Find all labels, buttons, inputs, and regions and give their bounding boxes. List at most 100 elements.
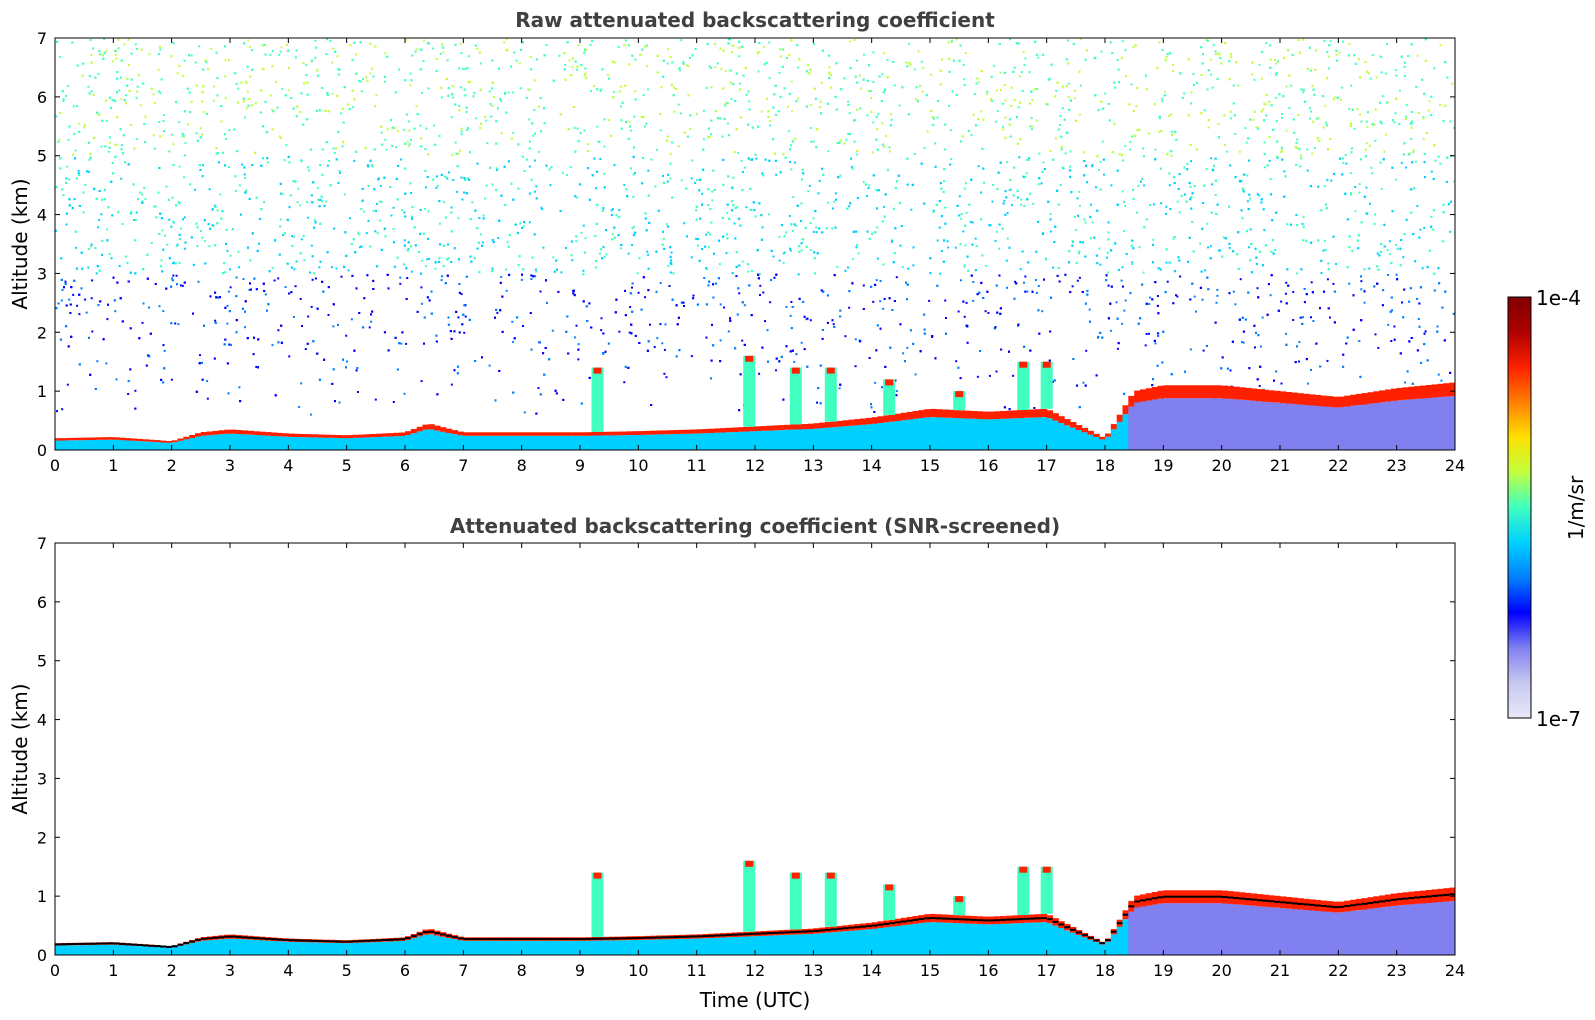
noise-pixel — [582, 224, 585, 227]
noise-pixel — [271, 50, 274, 52]
noise-pixel — [1099, 263, 1102, 266]
noise-pixel — [1323, 239, 1326, 242]
noise-pixel — [293, 268, 296, 271]
noise-pixel — [743, 304, 746, 307]
noise-pixel — [511, 320, 514, 323]
noise-pixel — [666, 180, 669, 183]
noise-pixel — [298, 405, 301, 408]
noise-pixel — [1178, 211, 1181, 214]
noise-pixel — [92, 94, 95, 96]
noise-pixel — [160, 259, 163, 262]
noise-pixel — [283, 159, 286, 162]
noise-pixel — [1395, 97, 1398, 100]
noise-pixel — [921, 90, 924, 93]
noise-pixel — [1238, 150, 1241, 153]
noise-pixel — [119, 76, 122, 79]
noise-pixel — [435, 186, 438, 189]
noise-pixel — [195, 132, 198, 135]
noise-pixel — [310, 244, 313, 247]
noise-pixel — [965, 301, 968, 304]
noise-pixel — [326, 38, 329, 41]
noise-pixel — [1358, 183, 1361, 186]
noise-pixel — [440, 279, 443, 282]
noise-pixel — [278, 135, 281, 138]
noise-pixel — [939, 272, 942, 275]
noise-pixel — [775, 369, 777, 372]
noise-pixel — [977, 165, 980, 168]
noise-pixel — [1000, 89, 1002, 91]
noise-pixel — [726, 211, 729, 214]
noise-pixel — [1210, 157, 1213, 160]
noise-pixel — [211, 224, 214, 227]
noise-pixel — [1079, 38, 1082, 41]
noise-pixel — [1365, 186, 1368, 189]
noise-pixel — [634, 58, 637, 61]
noise-pixel — [436, 184, 439, 187]
noise-pixel — [271, 108, 273, 111]
noise-pixel — [352, 106, 355, 109]
noise-pixel — [1409, 152, 1412, 155]
noise-pixel — [1149, 296, 1152, 299]
noise-pixel — [170, 225, 173, 228]
noise-pixel — [214, 319, 217, 322]
noise-pixel — [229, 254, 232, 257]
noise-pixel — [438, 222, 441, 225]
noise-pixel — [118, 265, 121, 267]
noise-pixel — [91, 330, 94, 333]
noise-pixel — [375, 210, 377, 212]
noise-pixel — [560, 271, 563, 274]
noise-pixel — [596, 125, 599, 128]
noise-pixel — [1253, 78, 1256, 81]
noise-pixel — [90, 297, 93, 300]
noise-pixel — [1036, 87, 1039, 90]
noise-pixel — [1012, 374, 1015, 377]
noise-pixel — [1400, 161, 1403, 164]
noise-pixel — [782, 48, 785, 51]
noise-pixel — [665, 376, 668, 379]
noise-pixel — [1071, 285, 1074, 288]
noise-pixel — [237, 250, 240, 253]
noise-pixel — [791, 110, 794, 113]
noise-pixel — [1234, 303, 1237, 306]
noise-pixel — [184, 154, 186, 157]
noise-pixel — [902, 352, 905, 355]
noise-pixel — [1176, 295, 1179, 298]
noise-pixel — [724, 104, 727, 107]
noise-pixel — [577, 358, 580, 361]
noise-pixel — [868, 90, 870, 92]
noise-pixel — [410, 270, 413, 273]
noise-pixel — [496, 169, 498, 171]
noise-pixel — [76, 304, 79, 307]
noise-pixel — [899, 244, 902, 247]
noise-pixel — [1285, 281, 1288, 284]
noise-pixel — [1299, 165, 1302, 168]
noise-pixel — [1302, 91, 1305, 94]
noise-pixel — [432, 47, 435, 50]
noise-pixel — [895, 276, 898, 279]
noise-pixel — [1423, 226, 1426, 229]
noise-pixel — [946, 240, 949, 243]
noise-pixel — [266, 161, 269, 164]
noise-pixel — [1325, 121, 1328, 124]
noise-pixel — [733, 151, 736, 154]
noise-pixel — [139, 104, 142, 107]
noise-pixel — [913, 153, 916, 155]
noise-pixel — [809, 319, 812, 322]
noise-pixel — [488, 90, 491, 93]
noise-pixel — [755, 157, 758, 160]
noise-pixel — [408, 145, 410, 148]
noise-pixel — [848, 205, 851, 208]
noise-pixel — [1152, 238, 1155, 241]
noise-pixel — [1339, 98, 1342, 101]
noise-pixel — [782, 252, 785, 255]
noise-pixel — [1280, 116, 1283, 119]
noise-pixel — [346, 360, 348, 363]
noise-pixel — [969, 220, 972, 223]
noise-pixel — [78, 313, 81, 316]
noise-pixel — [120, 98, 123, 101]
noise-pixel — [1326, 179, 1329, 182]
noise-pixel — [1358, 340, 1361, 342]
noise-pixel — [789, 314, 792, 317]
noise-pixel — [1261, 316, 1264, 319]
